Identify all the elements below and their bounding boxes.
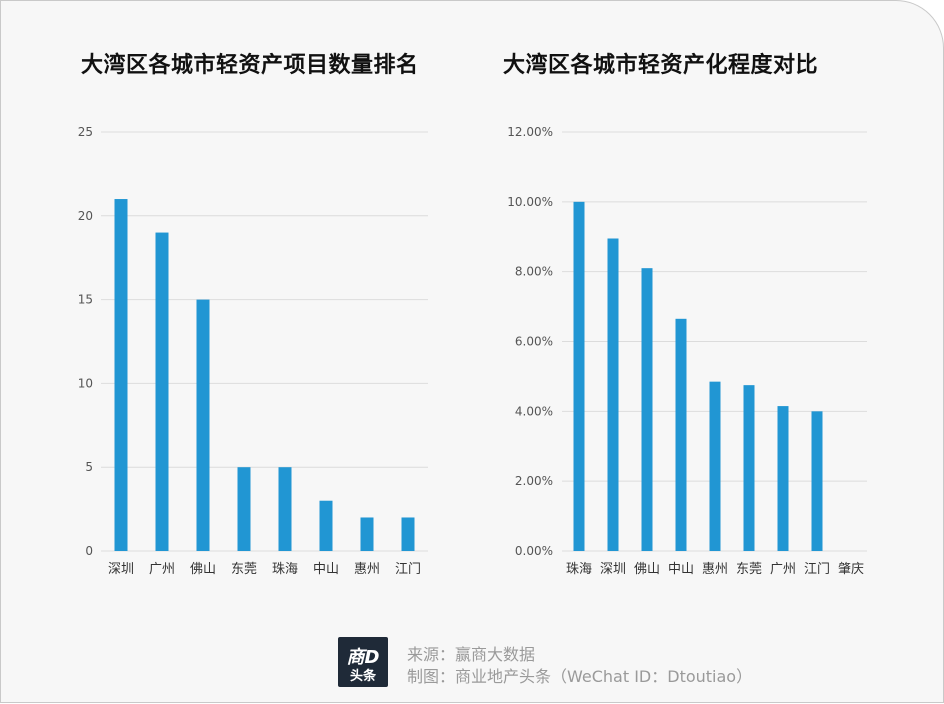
bar-中山 (675, 318, 687, 551)
x-category-label: 深圳 (600, 562, 626, 577)
bar-深圳 (114, 199, 128, 552)
y-tick-label: 0 (85, 544, 93, 558)
x-category-label: 珠海 (566, 562, 592, 577)
source-note: 来源：赢商大数据 (407, 645, 536, 664)
x-category-label: 珠海 (272, 562, 298, 577)
y-tick-label: 5 (85, 460, 93, 474)
bar-深圳 (607, 238, 619, 551)
logo-top-text: 商D (346, 647, 380, 668)
x-category-label: 惠州 (702, 562, 728, 577)
left-chart-title: 大湾区各城市轻资产项目数量排名 (81, 53, 419, 78)
y-tick-label: 15 (78, 293, 93, 307)
y-tick-label: 2.00% (515, 474, 553, 488)
x-category-label: 广州 (149, 562, 175, 577)
y-tick-label: 12.00% (507, 125, 553, 139)
y-tick-label: 10 (78, 376, 93, 390)
brand-logo: 商D 头条 (338, 637, 388, 687)
x-category-label: 深圳 (108, 562, 134, 577)
x-category-label: 广州 (770, 562, 796, 577)
x-category-label: 惠州 (354, 562, 380, 577)
y-tick-label: 10.00% (507, 195, 553, 209)
x-category-label: 江门 (804, 562, 830, 577)
x-category-label: 佛山 (634, 562, 660, 577)
x-category-label: 中山 (668, 562, 694, 577)
x-category-label: 肇庆 (838, 562, 864, 577)
y-tick-label: 6.00% (515, 335, 553, 349)
bar-东莞 (237, 467, 251, 551)
bar-东莞 (743, 385, 755, 551)
x-category-label: 江门 (395, 562, 421, 577)
logo-bottom-text: 头条 (349, 669, 376, 684)
bar-中山 (319, 500, 333, 551)
y-tick-label: 4.00% (515, 404, 553, 418)
bar-珠海 (278, 467, 292, 551)
bar-江门 (811, 411, 823, 551)
credit-note: 制图：商业地产头条（WeChat ID：Dtoutiao） (407, 667, 753, 686)
bar-佛山 (641, 268, 653, 551)
y-tick-label: 25 (78, 125, 93, 139)
bar-惠州 (360, 517, 374, 551)
bar-佛山 (196, 299, 210, 551)
x-category-label: 东莞 (231, 562, 257, 577)
x-category-label: 东莞 (736, 562, 762, 577)
y-tick-label: 20 (78, 209, 93, 223)
bar-广州 (155, 232, 169, 551)
x-category-label: 中山 (313, 562, 339, 577)
right-chart-title: 大湾区各城市轻资产化程度对比 (503, 53, 819, 78)
bar-江门 (401, 517, 415, 551)
bar-广州 (777, 406, 789, 551)
y-tick-label: 8.00% (515, 265, 553, 279)
y-tick-label: 0.00% (515, 544, 553, 558)
bar-珠海 (573, 201, 585, 552)
bar-惠州 (709, 381, 721, 551)
x-category-label: 佛山 (190, 562, 216, 577)
